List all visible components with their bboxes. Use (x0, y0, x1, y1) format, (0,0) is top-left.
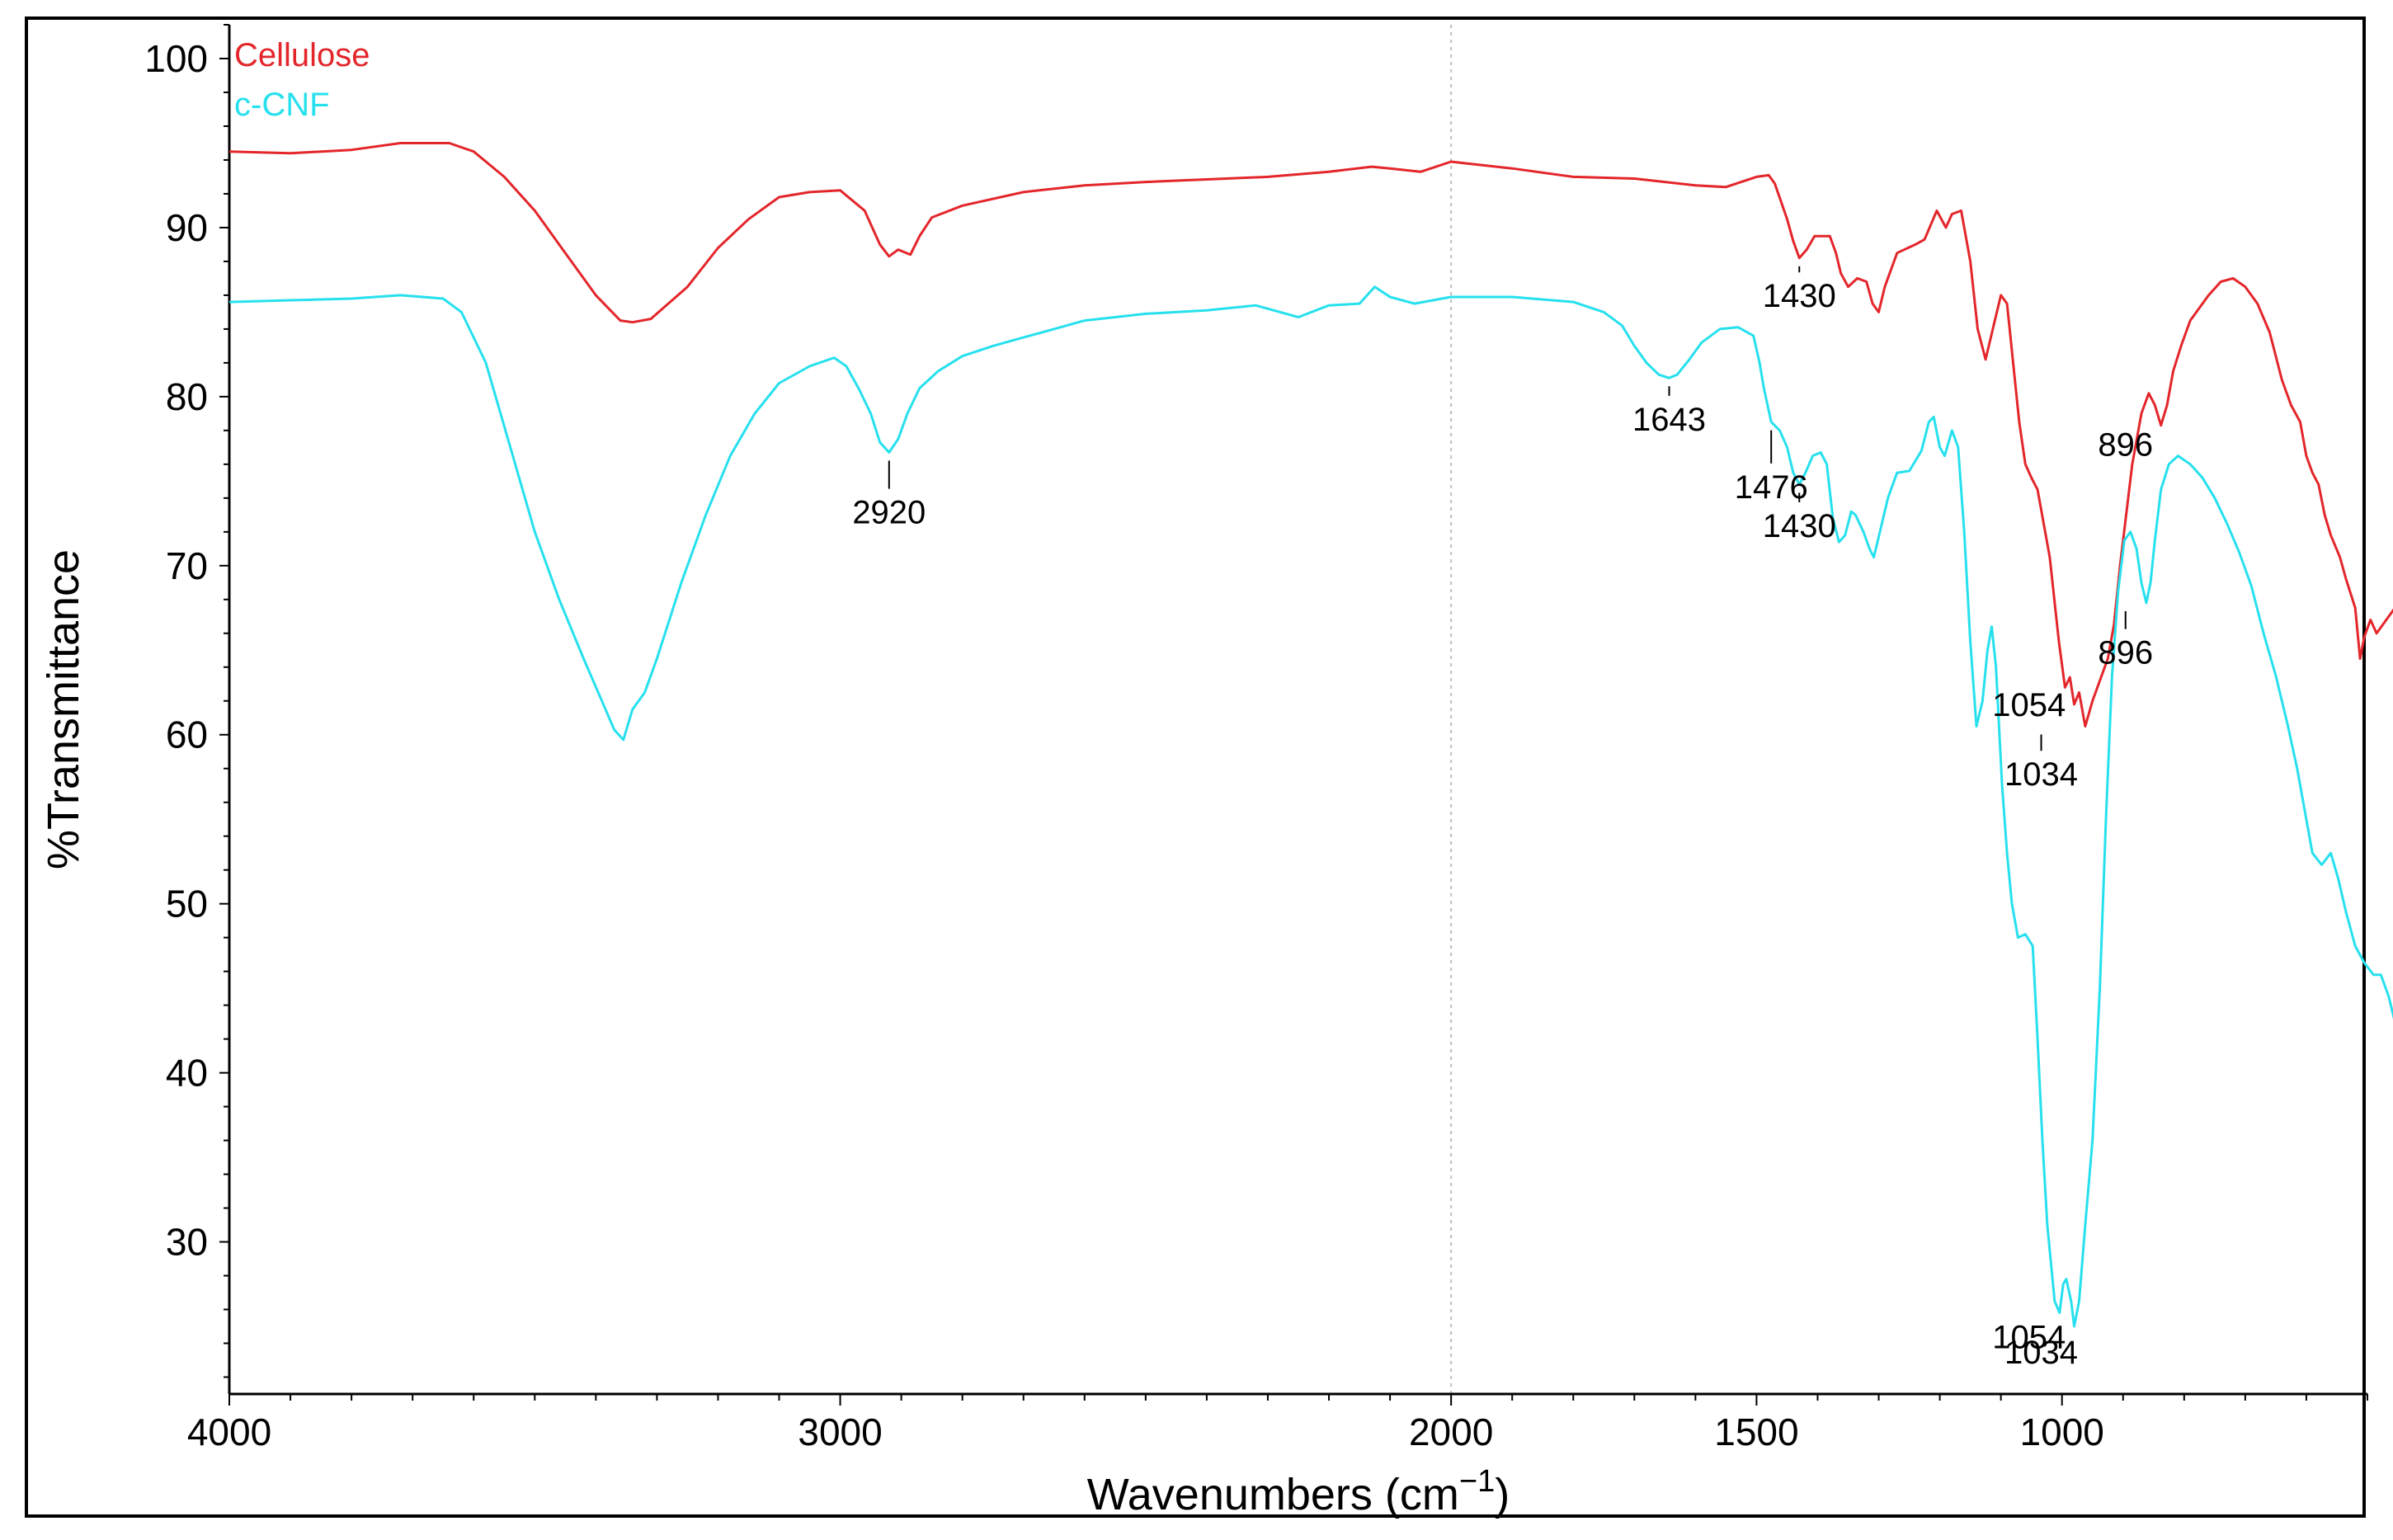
y-axis-title: %Transmittance (39, 549, 88, 869)
y-tick-label: 80 (166, 375, 208, 418)
annotation-label: 896 (2098, 427, 2153, 464)
x-tick-label: 4000 (187, 1410, 271, 1453)
annotation-label: 1476 (1735, 469, 1808, 506)
chart-frame (25, 16, 2366, 1518)
y-tick-label: 30 (166, 1221, 208, 1264)
annotation-label: 1643 (1632, 402, 1706, 438)
annotation-label: 1054 (1992, 1320, 2066, 1356)
annotation-label: 1054 (1992, 687, 2066, 723)
y-tick-label: 90 (166, 206, 208, 249)
x-tick-label: 2000 (1409, 1410, 1493, 1453)
x-tick-label: 1000 (2020, 1410, 2104, 1453)
annotation-label: 1430 (1763, 278, 1836, 314)
series-line-cellulose (228, 142, 2393, 728)
x-axis-title: Wavenumbers (cm−1) (1087, 1464, 1510, 1519)
x-tick-label: 1500 (1714, 1410, 1798, 1453)
y-tick-label: 50 (166, 883, 208, 925)
legend-entry: c-CNF (234, 87, 330, 123)
annotation-label: 896 (2098, 635, 2153, 671)
y-tick-label: 100 (144, 37, 208, 80)
legend-entry: Cellulose (234, 37, 370, 73)
series-line-c-cnf (228, 285, 2393, 1328)
y-tick-label: 70 (166, 544, 208, 587)
annotation-label: 1430 (1763, 508, 1836, 544)
x-tick-label: 3000 (798, 1410, 882, 1453)
annotation-label: 2920 (852, 495, 926, 531)
annotation-label: 1034 (2004, 1335, 2078, 1371)
y-tick-label: 40 (166, 1052, 208, 1095)
annotation-label: 1034 (2004, 756, 2078, 793)
y-tick-label: 60 (166, 713, 208, 756)
